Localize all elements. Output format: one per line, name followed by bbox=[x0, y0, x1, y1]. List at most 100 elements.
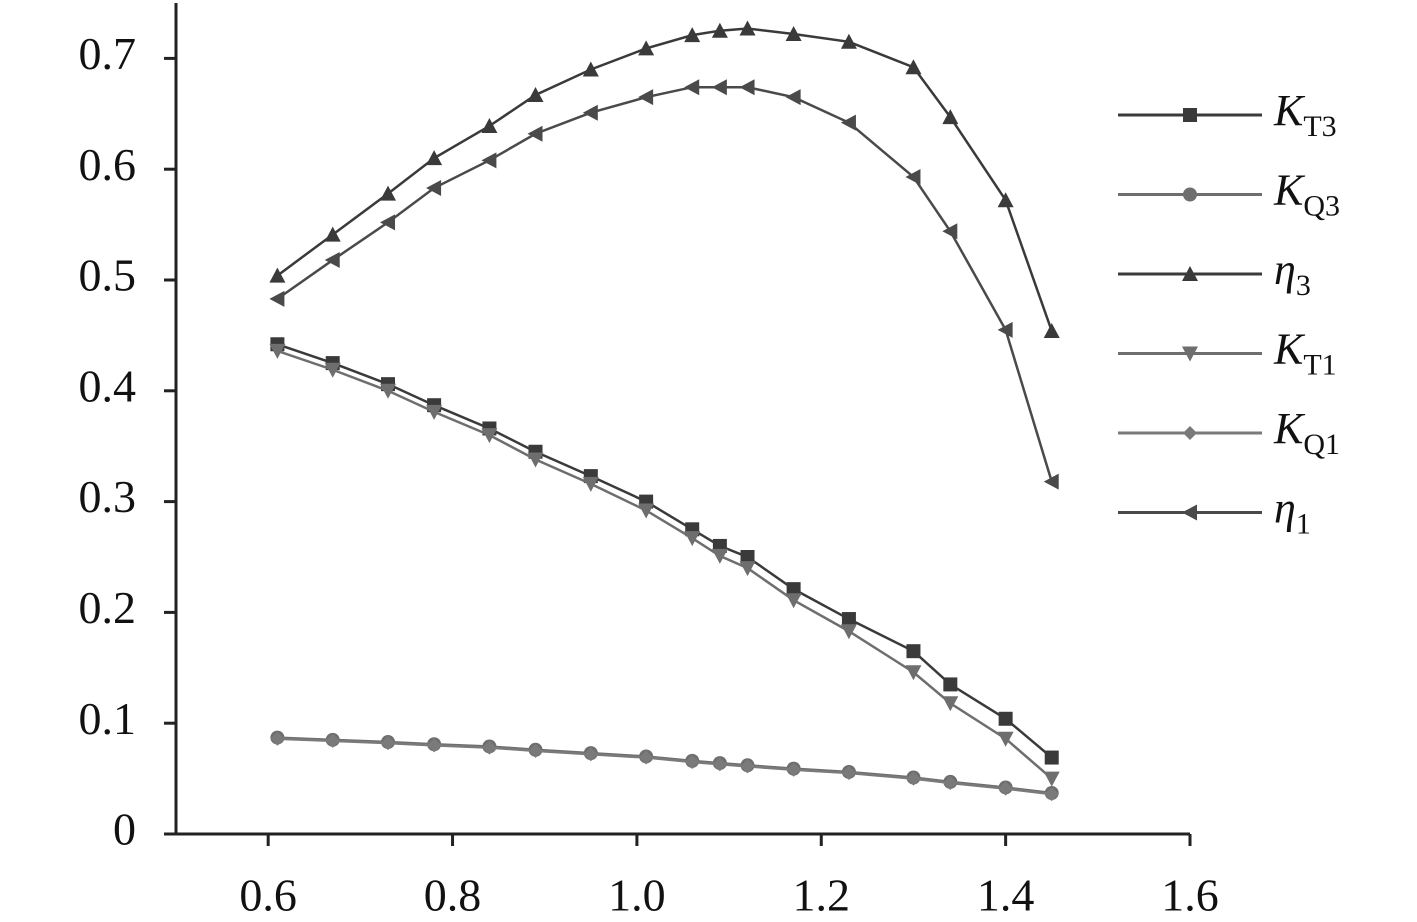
legend-label: KQ3 bbox=[1273, 166, 1340, 223]
marker bbox=[841, 612, 856, 627]
marker bbox=[269, 343, 286, 359]
marker bbox=[684, 79, 700, 96]
marker bbox=[786, 582, 801, 597]
marker bbox=[481, 152, 497, 169]
marker bbox=[325, 733, 340, 748]
marker bbox=[481, 428, 498, 444]
marker bbox=[840, 114, 856, 131]
marker bbox=[638, 40, 655, 56]
marker bbox=[711, 22, 728, 38]
marker bbox=[997, 192, 1014, 208]
y-tick-label: 0.1 bbox=[79, 693, 137, 744]
marker bbox=[1043, 473, 1059, 490]
marker bbox=[380, 383, 397, 399]
legend-marker bbox=[1183, 187, 1197, 202]
marker bbox=[527, 452, 544, 468]
legend-marker bbox=[1183, 108, 1197, 122]
marker bbox=[582, 104, 598, 121]
marker bbox=[527, 86, 544, 102]
marker bbox=[270, 731, 285, 746]
marker bbox=[324, 362, 341, 378]
series-line bbox=[277, 737, 1052, 796]
x-tick-label: 0.6 bbox=[239, 870, 297, 921]
marker bbox=[684, 27, 701, 43]
legend-label: KT3 bbox=[1273, 86, 1337, 143]
y-tick-label: 0.7 bbox=[79, 28, 137, 79]
x-tick-label: 1.2 bbox=[793, 870, 851, 921]
legend-label: η1 bbox=[1274, 484, 1311, 541]
marker bbox=[942, 109, 959, 125]
marker bbox=[582, 61, 599, 77]
marker bbox=[1044, 787, 1059, 802]
marker bbox=[906, 771, 921, 786]
marker bbox=[638, 89, 654, 106]
marker bbox=[841, 766, 856, 781]
legend-label: KT1 bbox=[1273, 325, 1337, 382]
series-line bbox=[276, 27, 1053, 332]
legend-marker bbox=[1182, 504, 1197, 521]
marker bbox=[998, 711, 1013, 726]
marker bbox=[638, 503, 655, 519]
marker bbox=[998, 781, 1013, 796]
legend-label: KQ1 bbox=[1273, 404, 1340, 461]
marker bbox=[905, 59, 922, 75]
marker bbox=[785, 89, 801, 106]
marker bbox=[482, 740, 497, 755]
series-line bbox=[276, 85, 1053, 483]
marker bbox=[905, 665, 922, 681]
legend-marker bbox=[1182, 346, 1198, 362]
marker bbox=[997, 321, 1013, 338]
marker bbox=[427, 738, 442, 753]
marker bbox=[1044, 750, 1059, 765]
marker bbox=[840, 33, 857, 49]
marker bbox=[786, 762, 801, 777]
x-tick-label: 1.0 bbox=[608, 870, 666, 921]
marker bbox=[1043, 322, 1060, 338]
marker bbox=[481, 117, 498, 133]
series-line bbox=[276, 349, 1053, 780]
x-tick-label: 1.6 bbox=[1161, 870, 1219, 921]
marker bbox=[943, 776, 958, 791]
marker bbox=[582, 476, 599, 492]
marker bbox=[269, 267, 286, 283]
y-tick-label: 0 bbox=[113, 804, 136, 855]
marker bbox=[380, 185, 397, 201]
marker bbox=[639, 750, 654, 765]
marker bbox=[997, 731, 1014, 747]
marker bbox=[426, 404, 443, 420]
x-tick-label: 0.8 bbox=[424, 870, 482, 921]
marker bbox=[739, 79, 755, 96]
legend-marker bbox=[1183, 426, 1197, 440]
marker bbox=[942, 223, 958, 240]
marker bbox=[528, 743, 543, 758]
marker bbox=[906, 644, 921, 659]
marker bbox=[943, 677, 958, 692]
marker bbox=[711, 548, 728, 564]
marker bbox=[905, 168, 921, 185]
marker bbox=[685, 754, 700, 769]
marker bbox=[740, 550, 755, 564]
y-tick-label: 0.6 bbox=[79, 139, 137, 190]
marker bbox=[324, 252, 340, 269]
legend-label: η3 bbox=[1274, 245, 1311, 302]
marker bbox=[426, 150, 443, 166]
series-line bbox=[276, 343, 1053, 759]
marker bbox=[740, 759, 755, 774]
marker bbox=[381, 736, 396, 751]
y-tick-label: 0.2 bbox=[79, 582, 137, 633]
marker bbox=[785, 593, 802, 609]
marker bbox=[739, 561, 756, 577]
marker bbox=[269, 290, 285, 307]
marker bbox=[711, 79, 727, 96]
marker bbox=[1043, 771, 1060, 787]
marker bbox=[684, 531, 701, 547]
marker bbox=[324, 226, 341, 242]
y-tick-label: 0.5 bbox=[79, 250, 137, 301]
marker bbox=[840, 624, 857, 640]
y-tick-label: 0.4 bbox=[79, 360, 137, 411]
marker bbox=[527, 125, 543, 142]
marker bbox=[942, 696, 959, 712]
marker bbox=[785, 26, 802, 42]
marker bbox=[739, 20, 756, 36]
